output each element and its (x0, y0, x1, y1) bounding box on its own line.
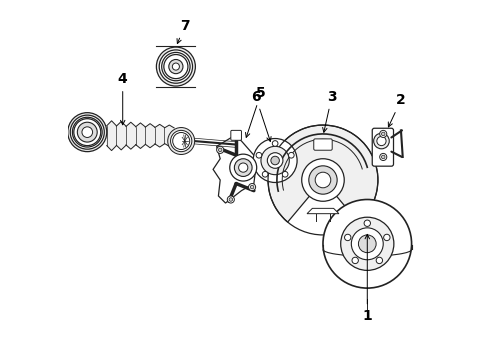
Circle shape (268, 153, 283, 168)
Text: 3: 3 (322, 90, 337, 132)
Circle shape (217, 146, 224, 153)
Circle shape (262, 171, 268, 177)
Circle shape (384, 234, 390, 240)
Circle shape (164, 54, 188, 78)
Polygon shape (307, 208, 339, 214)
Circle shape (250, 185, 254, 189)
Circle shape (74, 119, 101, 145)
Circle shape (68, 113, 107, 152)
Circle shape (309, 166, 337, 194)
Circle shape (323, 199, 412, 288)
Text: 5: 5 (245, 86, 266, 138)
Circle shape (282, 171, 288, 177)
Wedge shape (268, 125, 378, 222)
Circle shape (168, 127, 195, 154)
Text: 4: 4 (118, 72, 127, 125)
Circle shape (162, 53, 190, 81)
Circle shape (289, 152, 294, 158)
Polygon shape (213, 136, 256, 203)
Circle shape (272, 141, 278, 146)
FancyBboxPatch shape (231, 130, 242, 140)
Circle shape (172, 132, 190, 149)
Circle shape (77, 122, 97, 142)
Circle shape (341, 217, 394, 270)
Circle shape (70, 115, 104, 149)
Circle shape (377, 136, 386, 145)
Circle shape (376, 257, 383, 264)
Circle shape (256, 152, 262, 158)
Circle shape (374, 133, 389, 149)
FancyBboxPatch shape (372, 128, 393, 166)
Circle shape (358, 235, 376, 253)
Circle shape (381, 155, 385, 159)
Circle shape (381, 132, 385, 136)
Polygon shape (165, 125, 174, 146)
FancyBboxPatch shape (314, 139, 332, 150)
Circle shape (159, 50, 193, 83)
Circle shape (171, 130, 192, 152)
Polygon shape (155, 124, 165, 147)
Circle shape (234, 159, 252, 176)
Circle shape (261, 146, 289, 175)
Circle shape (248, 184, 256, 191)
Text: 7: 7 (177, 19, 190, 44)
Circle shape (156, 47, 196, 86)
Circle shape (73, 117, 102, 147)
Circle shape (364, 220, 370, 226)
Text: 1: 1 (363, 234, 372, 324)
Circle shape (230, 154, 257, 181)
Circle shape (253, 139, 297, 183)
Circle shape (315, 172, 331, 188)
Circle shape (219, 148, 222, 152)
Polygon shape (117, 122, 126, 150)
Circle shape (239, 163, 248, 172)
Text: 2: 2 (388, 93, 406, 127)
Circle shape (351, 228, 383, 260)
Circle shape (271, 156, 279, 165)
Circle shape (172, 63, 179, 70)
Circle shape (344, 234, 351, 240)
Circle shape (352, 257, 358, 264)
Polygon shape (126, 122, 136, 149)
Circle shape (227, 196, 234, 203)
Circle shape (302, 159, 344, 201)
Circle shape (380, 153, 387, 161)
Polygon shape (136, 123, 145, 148)
Circle shape (169, 59, 183, 74)
Polygon shape (145, 123, 155, 148)
Circle shape (82, 127, 93, 138)
Text: 6: 6 (251, 90, 271, 141)
Circle shape (229, 198, 233, 201)
Circle shape (380, 130, 387, 138)
Polygon shape (107, 121, 117, 150)
